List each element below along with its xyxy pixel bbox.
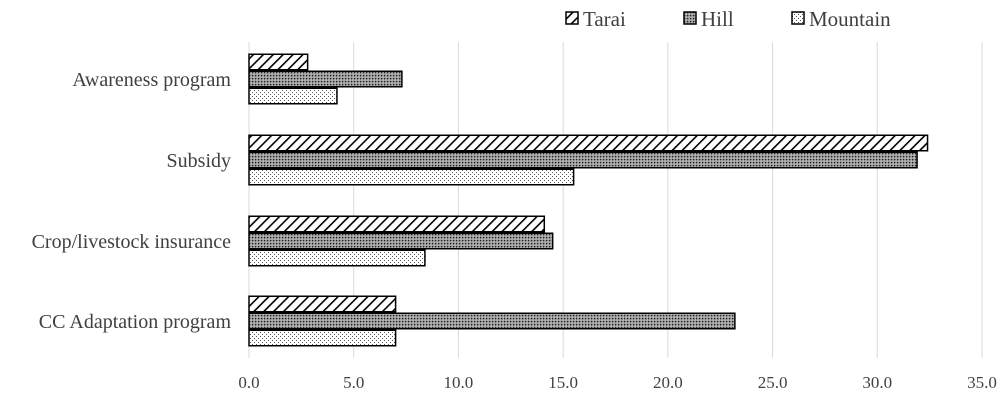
bar-mountain-subsidy xyxy=(248,168,575,186)
x-tick-label: 10.0 xyxy=(444,373,474,392)
legend-swatch-tarai xyxy=(565,11,579,25)
category-label: Subsidy xyxy=(167,150,231,172)
x-tick-label: 20.0 xyxy=(653,373,683,392)
bar-hill-awareness-program xyxy=(248,70,403,88)
legend: Tarai Hill Mountain xyxy=(565,7,891,31)
bar-tarai-cc-adaptation-program xyxy=(248,295,397,313)
bar-tarai-crop-livestock-insurance xyxy=(248,215,546,233)
bar-hill-crop-livestock-insurance xyxy=(248,232,554,250)
bar-hill-subsidy xyxy=(248,151,918,169)
bars xyxy=(248,53,929,347)
legend-swatch-mountain xyxy=(791,11,805,25)
category-label: CC Adaptation program xyxy=(39,311,232,333)
x-tick-label: 5.0 xyxy=(343,373,364,392)
legend-label-hill: Hill xyxy=(701,7,734,31)
x-tick-labels: 0.0 5.0 10.0 15.0 20.0 25.0 30.0 35.0 xyxy=(238,373,997,392)
x-tick-label: 25.0 xyxy=(758,373,788,392)
bar-tarai-subsidy xyxy=(248,134,929,152)
category-labels: Awareness program Subsidy Crop/livestock i… xyxy=(32,69,232,333)
legend-swatch-hill xyxy=(683,11,697,25)
bar-mountain-cc-adaptation-program xyxy=(248,329,397,347)
x-tick-label: 30.0 xyxy=(862,373,892,392)
bar-hill-cc-adaptation-program xyxy=(248,312,736,330)
gridlines xyxy=(248,42,983,358)
bar-tarai-awareness-program xyxy=(248,53,309,71)
bar-mountain-awareness-program xyxy=(248,87,338,105)
category-label: Crop/livestock insurance xyxy=(32,231,232,253)
bar-mountain-crop-livestock-insurance xyxy=(248,249,426,267)
x-tick-label: 35.0 xyxy=(967,373,997,392)
x-tick-label: 0.0 xyxy=(238,373,259,392)
x-tick-label: 15.0 xyxy=(548,373,578,392)
legend-label-tarai: Tarai xyxy=(583,7,626,31)
category-label: Awareness program xyxy=(72,69,231,91)
legend-label-mountain: Mountain xyxy=(809,7,891,31)
